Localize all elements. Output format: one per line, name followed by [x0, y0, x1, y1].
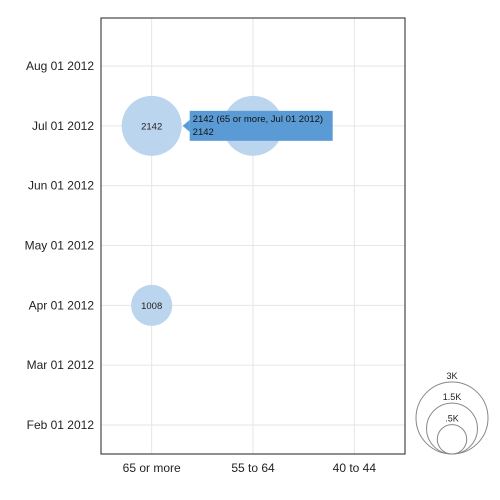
size-legend-label-1-5k: 1.5K — [443, 392, 462, 402]
bubble-label: 2142 — [141, 121, 162, 132]
grid-lines — [101, 18, 405, 454]
size-legend-label-5k: .5K — [445, 414, 459, 424]
x-tick-label-65-or-more: 65 or more — [123, 461, 181, 475]
tooltip-line2: 2142 — [193, 127, 214, 138]
y-tick-label-mar-01-2012: Mar 01 2012 — [27, 358, 95, 372]
tooltip-pointer — [183, 120, 190, 132]
x-axis-ticks: 65 or more 55 to 64 40 to 44 — [123, 461, 377, 475]
x-tick-label-40-to-44: 40 to 44 — [333, 461, 377, 475]
bubble-label: 1008 — [141, 301, 162, 312]
y-tick-label-aug-01-2012: Aug 01 2012 — [26, 59, 94, 73]
y-tick-label-jul-01-2012: Jul 01 2012 — [32, 119, 94, 133]
size-legend: 3K 1.5K .5K — [416, 371, 488, 454]
size-legend-label-3k: 3K — [446, 371, 457, 381]
y-tick-label-feb-01-2012: Feb 01 2012 — [27, 418, 95, 432]
y-tick-label-apr-01-2012: Apr 01 2012 — [29, 298, 95, 312]
tooltip-line1: 2142 (65 or more, Jul 01 2012) — [193, 114, 323, 125]
tooltip: 2142 (65 or more, Jul 01 2012) 2142 — [183, 111, 333, 141]
y-tick-label-may-01-2012: May 01 2012 — [25, 239, 95, 253]
y-axis-ticks: Feb 01 2012 Mar 01 2012 Apr 01 2012 May 01 … — [25, 59, 95, 432]
size-legend-circle-5k — [437, 425, 466, 454]
x-tick-label-55-to-64: 55 to 64 — [231, 461, 275, 475]
y-tick-label-jun-01-2012: Jun 01 2012 — [28, 179, 94, 193]
size-legend-circle-1-5k — [427, 403, 478, 454]
